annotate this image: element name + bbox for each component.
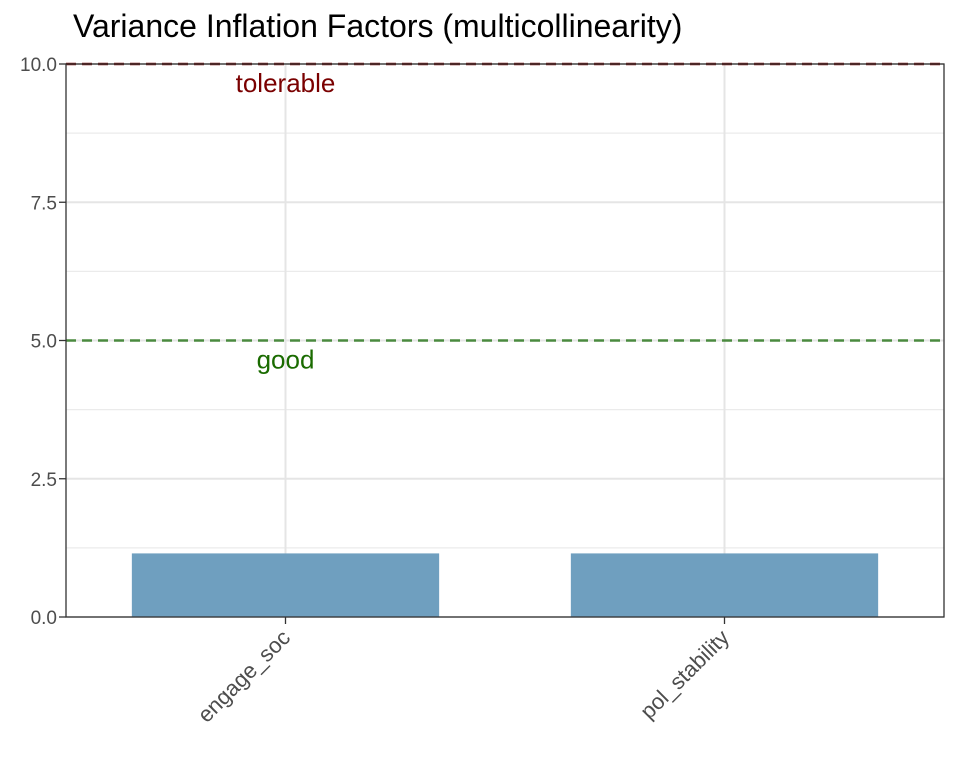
annotation-tolerable: tolerable [236, 68, 336, 98]
bars [131, 553, 879, 617]
y-tick-label: 0.0 [31, 608, 57, 629]
bar-pol_stability [570, 553, 879, 617]
bar-engage_soc [131, 553, 440, 617]
x-tick-label-engage_soc: engage_soc [193, 625, 295, 727]
minor-gridlines [66, 132, 944, 549]
y-tick-label: 10.0 [20, 55, 57, 76]
x-tick-label-pol_stability: pol_stability [635, 625, 734, 724]
y-tick-label: 2.5 [31, 470, 57, 491]
x-axis: engage_soc pol_stability [193, 617, 734, 727]
chart-title: Variance Inflation Factors (multicolline… [73, 8, 683, 44]
y-axis: 0.0 2.5 5.0 7.5 10.0 [20, 55, 66, 629]
y-tick-label: 5.0 [31, 332, 57, 353]
reference-lines: good tolerable [66, 62, 944, 375]
annotation-good: good [257, 345, 315, 375]
y-tick-label: 7.5 [31, 193, 57, 214]
